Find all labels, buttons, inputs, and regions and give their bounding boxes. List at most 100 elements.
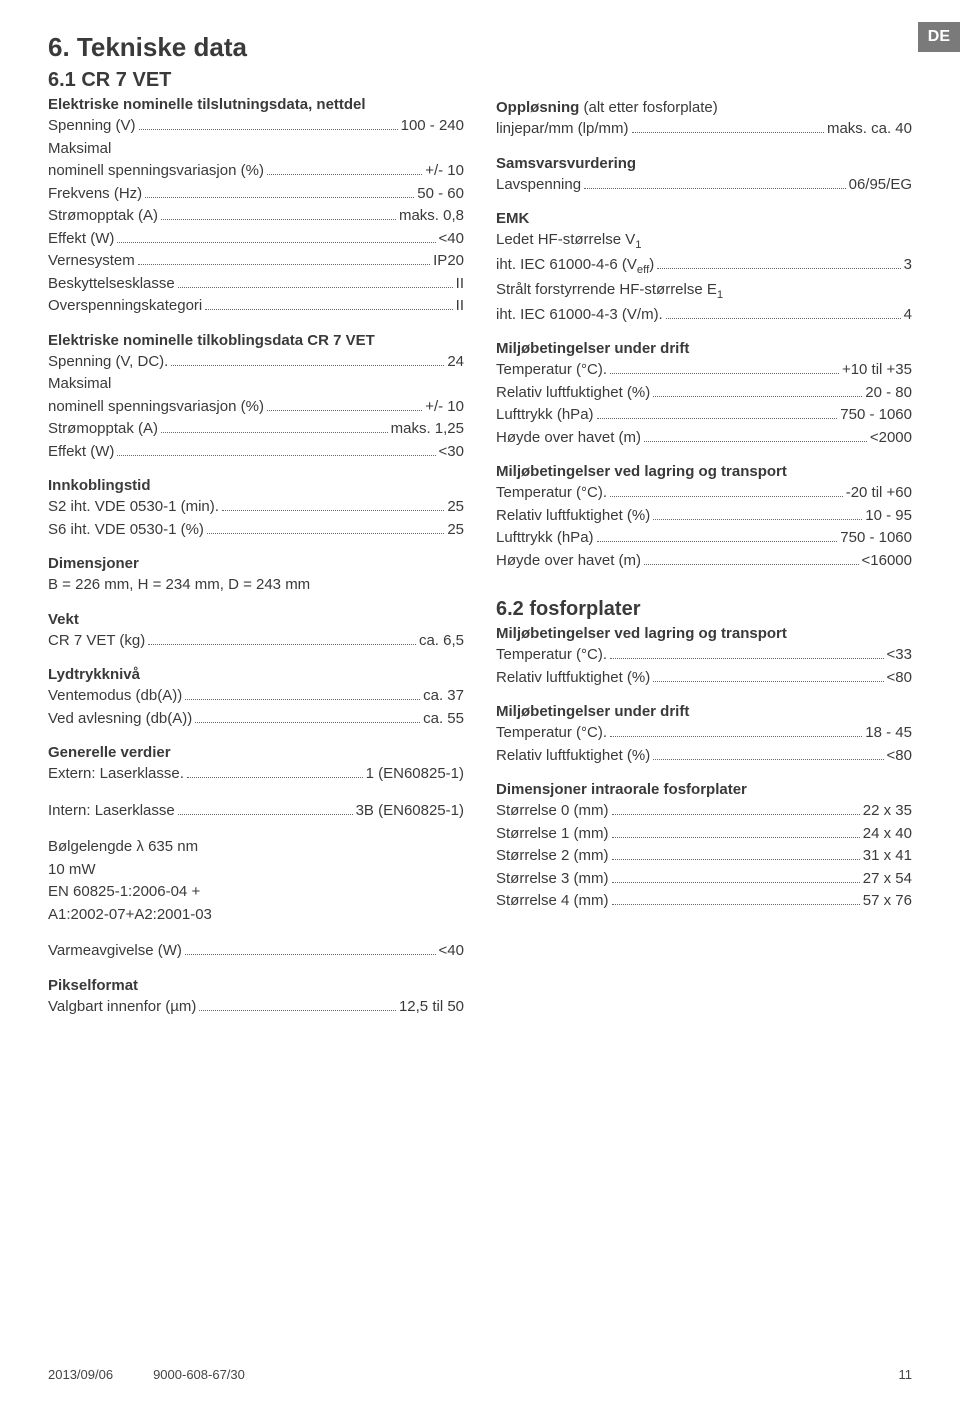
- spec-row: Størrelse 3 (mm) 27 x 54: [496, 868, 912, 891]
- spec-row: Størrelse 2 (mm) 31 x 41: [496, 845, 912, 868]
- language-tag: DE: [918, 22, 960, 52]
- spec-label: linjepar/mm (lp/mm): [496, 118, 629, 141]
- spec-value: +10 til +35: [842, 359, 912, 382]
- spec-value: 27 x 54: [863, 868, 912, 891]
- spec-value: 18 - 45: [865, 722, 912, 745]
- spec-row: Lufttrykk (hPa) 750 - 1060: [496, 527, 912, 550]
- spec-label: Effekt (W): [48, 228, 114, 251]
- spec-row: S2 iht. VDE 0530-1 (min). 25: [48, 496, 464, 519]
- spec-line: A1:2002-07+A2:2001-03: [48, 904, 464, 927]
- spec-row: Høyde over havet (m) <16000: [496, 550, 912, 573]
- spec-row: Vernesystem IP20: [48, 250, 464, 273]
- spec-label: Høyde over havet (m): [496, 550, 641, 573]
- spec-value: 25: [447, 519, 464, 542]
- footer-date: 2013/09/06: [48, 1367, 113, 1382]
- spec-value: 4: [904, 304, 912, 327]
- spec-row: Beskyttelsesklasse II: [48, 273, 464, 296]
- spec-value: +/- 10: [425, 160, 464, 183]
- spec-dots: [148, 644, 416, 645]
- spec-row: Størrelse 0 (mm) 22 x 35: [496, 800, 912, 823]
- spec-dots: [161, 219, 396, 220]
- spec-value: 750 - 1060: [840, 404, 912, 427]
- spec-row: Relativ luftfuktighet (%) <80: [496, 745, 912, 768]
- spec-dots: [139, 129, 398, 130]
- spec-row: Overspenningskategori II: [48, 295, 464, 318]
- spec-row: Effekt (W) <30: [48, 441, 464, 464]
- spec-label: nominell spenningsvariasjon (%): [48, 160, 264, 183]
- spec-dots: [138, 264, 430, 265]
- spec-row: Temperatur (°C). <33: [496, 644, 912, 667]
- spec-row: Relativ luftfuktighet (%) <80: [496, 667, 912, 690]
- spec-row: Relativ luftfuktighet (%) 10 - 95: [496, 505, 912, 528]
- section-title: Dimensjoner: [48, 555, 464, 572]
- spec-label: Valgbart innenfor (µm): [48, 996, 196, 1019]
- spec-dots: [653, 519, 862, 520]
- spec-dots: [610, 373, 839, 374]
- spec-dots: [666, 318, 901, 319]
- spec-row: Størrelse 1 (mm) 24 x 40: [496, 823, 912, 846]
- spec-label: Størrelse 0 (mm): [496, 800, 609, 823]
- spec-row: nominell spenningsvariasjon (%) +/- 10: [48, 396, 464, 419]
- spec-row: Ventemodus (db(A)) ca. 37: [48, 685, 464, 708]
- spec-label: S6 iht. VDE 0530-1 (%): [48, 519, 204, 542]
- spec-value: 24: [447, 351, 464, 374]
- spec-dots: [222, 510, 444, 511]
- section-title: Dimensjoner intraorale fosforplater: [496, 781, 912, 798]
- spec-dots: [632, 132, 824, 133]
- section-title: Pikselformat: [48, 977, 464, 994]
- spec-dots: [207, 533, 444, 534]
- spec-dots: [657, 268, 900, 269]
- spec-row: Spenning (V, DC). 24: [48, 351, 464, 374]
- spec-row: Temperatur (°C). -20 til +60: [496, 482, 912, 505]
- spec-value: <40: [439, 228, 464, 251]
- spec-row: Lavspenning 06/95/EG: [496, 174, 912, 197]
- spec-dots: [161, 432, 388, 433]
- spec-label: nominell spenningsvariasjon (%): [48, 396, 264, 419]
- spec-row: Spenning (V) 100 - 240: [48, 115, 464, 138]
- spec-value: 12,5 til 50: [399, 996, 464, 1019]
- spec-value: <16000: [862, 550, 912, 573]
- spec-label: Frekvens (Hz): [48, 183, 142, 206]
- spec-dots: [117, 242, 435, 243]
- page-title: 6. Tekniske data: [48, 32, 912, 63]
- spec-value: 100 - 240: [401, 115, 464, 138]
- section-title: Miljøbetingelser under drift: [496, 340, 912, 357]
- spec-value: <40: [439, 940, 464, 963]
- spec-row: iht. IEC 61000-4-6 (Veff) 3: [496, 254, 912, 279]
- spec-label: Temperatur (°C).: [496, 644, 607, 667]
- spec-value: 57 x 76: [863, 890, 912, 913]
- spec-row: CR 7 VET (kg) ca. 6,5: [48, 630, 464, 653]
- spec-row: Ved avlesning (db(A)) ca. 55: [48, 708, 464, 731]
- spec-value: 25: [447, 496, 464, 519]
- spec-value: <80: [887, 667, 912, 690]
- spec-dots: [612, 837, 860, 838]
- spec-row: S6 iht. VDE 0530-1 (%) 25: [48, 519, 464, 542]
- spec-dots: [653, 396, 862, 397]
- spec-dots: [610, 496, 843, 497]
- spec-label: Intern: Laserklasse: [48, 800, 175, 823]
- spec-value: maks. 1,25: [391, 418, 464, 441]
- spec-dots: [644, 564, 858, 565]
- section-title: Miljøbetingelser ved lagring og transpor…: [496, 625, 912, 642]
- spec-value: maks. ca. 40: [827, 118, 912, 141]
- spec-value: 06/95/EG: [849, 174, 912, 197]
- spec-value: 24 x 40: [863, 823, 912, 846]
- left-column: 6.1 CR 7 VETElektriske nominelle tilslut…: [48, 69, 464, 1018]
- section-title: Miljøbetingelser under drift: [496, 703, 912, 720]
- spec-dots: [612, 904, 860, 905]
- spec-dots: [178, 814, 353, 815]
- spec-dots: [584, 188, 846, 189]
- spec-dots: [205, 309, 452, 310]
- spec-value: II: [456, 295, 464, 318]
- spec-label: Relativ luftfuktighet (%): [496, 667, 650, 690]
- spec-dots: [653, 759, 883, 760]
- spec-dots: [653, 681, 883, 682]
- footer-code: 9000-608-67/30: [153, 1367, 245, 1382]
- spec-dots: [267, 174, 422, 175]
- spec-row: linjepar/mm (lp/mm) maks. ca. 40: [496, 118, 912, 141]
- spec-label: Effekt (W): [48, 441, 114, 464]
- spec-value: 1 (EN60825-1): [366, 763, 464, 786]
- spec-value: 20 - 80: [865, 382, 912, 405]
- spec-value: IP20: [433, 250, 464, 273]
- spec-dots: [612, 882, 860, 883]
